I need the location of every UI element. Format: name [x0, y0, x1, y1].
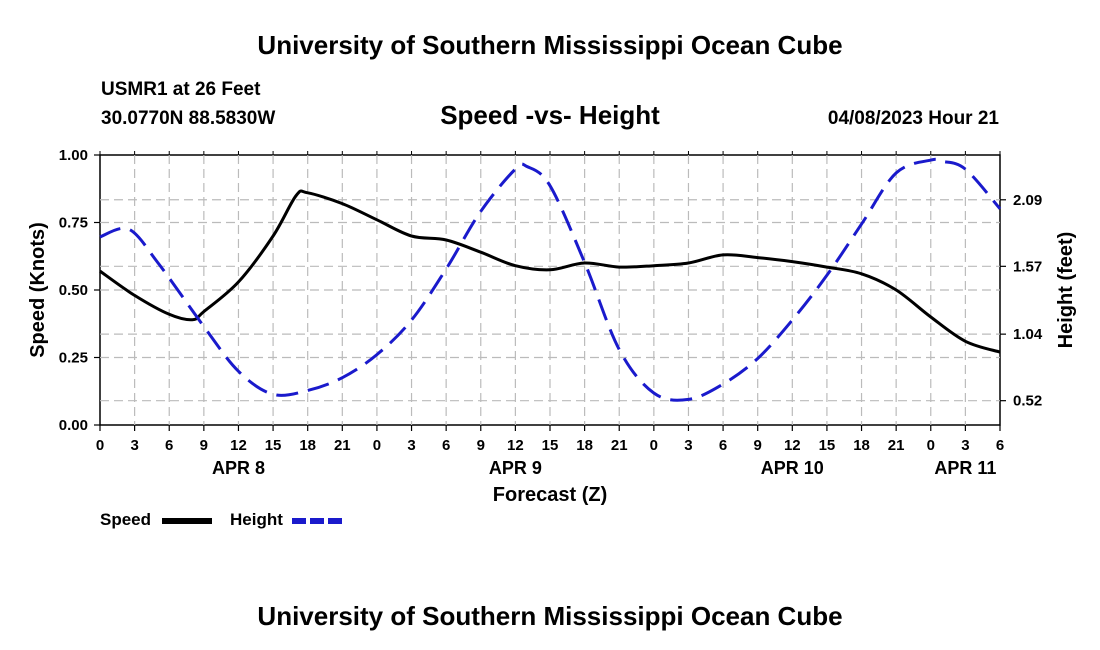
grid-lines — [100, 155, 1000, 425]
x-tick-label: 9 — [754, 437, 762, 454]
x-tick-label: 3 — [961, 437, 969, 454]
timestamp-label: 04/08/2023 Hour 21 — [828, 108, 1000, 129]
x-tick-label: 15 — [265, 437, 282, 454]
series-group — [99, 157, 1002, 402]
x-axis-label: Forecast (Z) — [493, 484, 607, 506]
y2-tick-label: 2.09 — [1013, 192, 1042, 209]
y-tick-label: 0.75 — [59, 215, 88, 232]
chart-title: University of Southern Mississippi Ocean… — [257, 30, 842, 60]
station-label: USMR1 at 26 Feet — [101, 79, 261, 100]
y-tick-label: 0.25 — [59, 350, 88, 367]
footer-title: University of Southern Mississippi Ocean… — [257, 601, 842, 631]
y-tick-label: 1.00 — [59, 147, 88, 164]
x-tick-label: 12 — [230, 437, 247, 454]
x-tick-label: 21 — [334, 437, 351, 454]
date-label: APR 11 — [934, 458, 996, 478]
x-tick-label: 6 — [996, 437, 1004, 454]
date-label: APR 8 — [212, 458, 265, 478]
x-tick-label: 6 — [719, 437, 727, 454]
x-tick-label: 12 — [507, 437, 524, 454]
legend-height-label: Height — [230, 510, 283, 529]
x-tick-label: 18 — [576, 437, 593, 454]
date-label: APR 9 — [489, 458, 542, 478]
x-tick-label: 9 — [200, 437, 208, 454]
x-tick-label: 3 — [684, 437, 692, 454]
y-axis-label: Speed (Knots) — [27, 222, 49, 358]
x-tick-label: 18 — [853, 437, 870, 454]
x-tick-label: 15 — [542, 437, 559, 454]
x-tick-label: 15 — [819, 437, 836, 454]
x-tick-label: 9 — [477, 437, 485, 454]
x-tick-label: 21 — [611, 437, 628, 454]
x-tick-label: 12 — [784, 437, 801, 454]
x-tick-label: 0 — [650, 437, 658, 454]
x-tick-label: 6 — [165, 437, 173, 454]
y-tick-label: 0.00 — [59, 417, 88, 434]
x-tick-label: 3 — [407, 437, 415, 454]
location-label: 30.0770N 88.5830W — [101, 108, 275, 129]
y2-axis-label: Height (feet) — [1055, 232, 1077, 349]
x-tick-label: 0 — [927, 437, 935, 454]
x-tick-label: 21 — [888, 437, 905, 454]
legend-speed-label: Speed — [100, 510, 151, 529]
x-tick-label: 3 — [130, 437, 138, 454]
x-tick-label: 6 — [442, 437, 450, 454]
axis-ticks: 0 3 6 9 12 15 18 21 0 3 6 9 12 15 18 21 0 3 6 9 12 15 18 21 0 3 6 0… — [59, 147, 1043, 478]
y2-tick-label: 1.57 — [1013, 258, 1042, 275]
x-tick-label: 0 — [373, 437, 381, 454]
speed-series-line — [99, 189, 1001, 354]
legend: Speed Height — [100, 510, 342, 529]
chart-subtitle: Speed -vs- Height — [440, 100, 660, 130]
y2-tick-label: 1.04 — [1013, 326, 1043, 343]
y-tick-label: 0.50 — [59, 282, 88, 299]
x-tick-label: 18 — [299, 437, 316, 454]
x-tick-label: 0 — [96, 437, 104, 454]
date-label: APR 10 — [761, 458, 824, 478]
height-series-line — [99, 157, 1002, 402]
y2-tick-label: 0.52 — [1013, 393, 1042, 410]
